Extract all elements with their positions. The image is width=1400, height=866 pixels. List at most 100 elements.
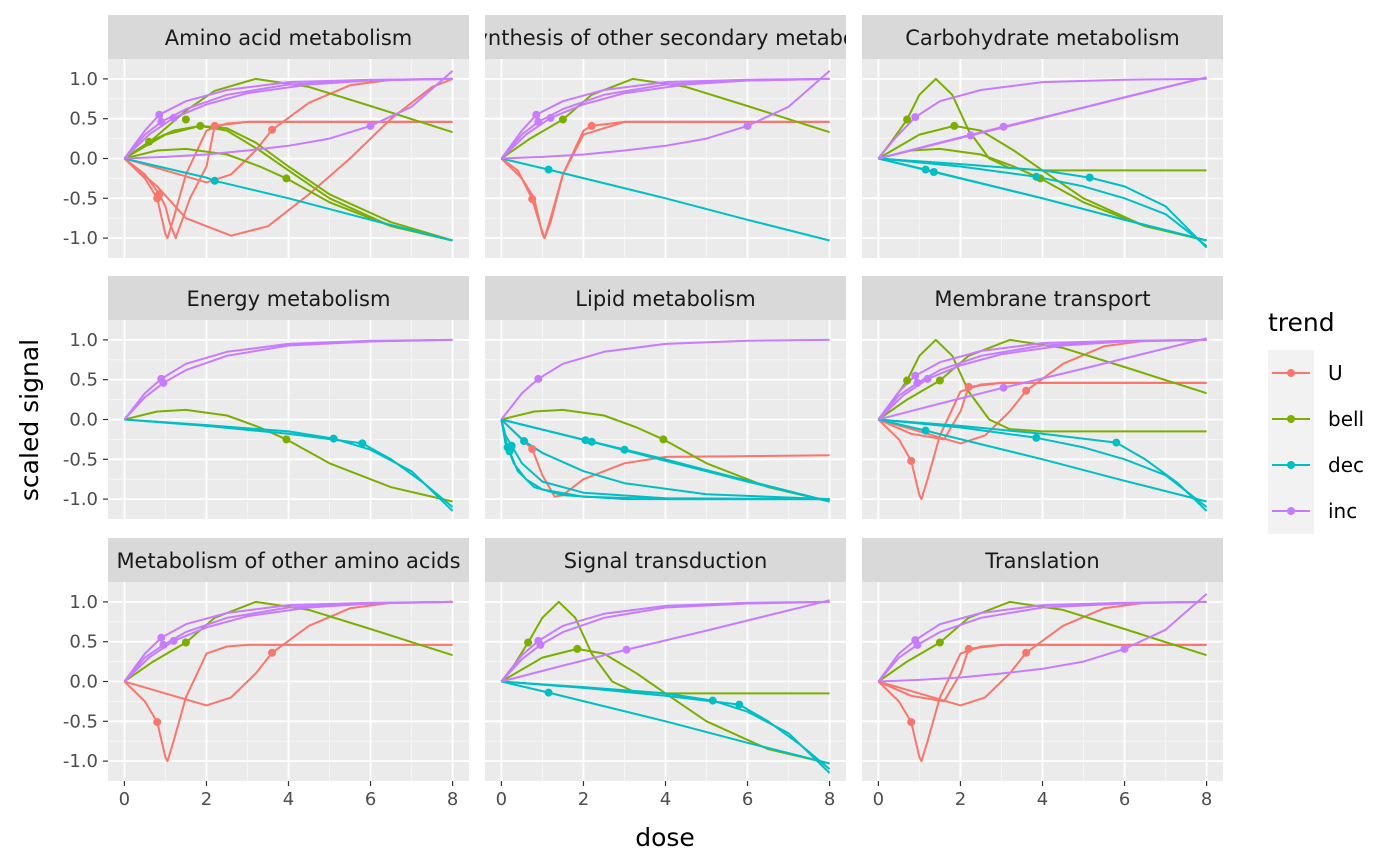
facet-panel: Biosynthesis of other secondary metaboli… [485, 15, 846, 258]
series-line-bell [124, 147, 453, 242]
series-point-dec [520, 437, 528, 445]
series-group [123, 70, 454, 242]
y-tick-label: 1.0 [69, 330, 98, 351]
series-line-dec [501, 418, 830, 503]
legend-key-point [1287, 415, 1295, 423]
facet-strip [485, 538, 846, 582]
series-point-inc [534, 117, 543, 126]
series-line-U [500, 120, 830, 240]
y-tick-label: 0.0 [69, 672, 98, 693]
x-tick-label: 2 [201, 789, 212, 810]
x-tick-label: 2 [578, 789, 589, 810]
series-point-dec [1085, 173, 1094, 182]
series-point-bell [558, 115, 567, 124]
series-line-bell [123, 77, 453, 160]
series-point-inc [913, 378, 922, 387]
x-tick-label: 0 [119, 789, 130, 810]
series-point-bell [282, 174, 291, 183]
series-point-inc [546, 113, 555, 122]
facet-panel: Translation 0 2 4 6 8 [862, 538, 1223, 810]
facet-panel: Amino acid metabolism 1.0 0.5 0.0 -0.5 -1.0 [63, 15, 469, 258]
series-line-inc [500, 600, 830, 683]
y-tick-label: -1.0 [63, 751, 98, 772]
series-line-U [123, 643, 453, 763]
y-tick-label: 0.0 [69, 149, 98, 170]
series-point-dec [929, 168, 938, 176]
series-line-U [878, 643, 1207, 703]
y-tick-label: 0.5 [69, 109, 98, 130]
series-group [877, 593, 1208, 763]
series-group [877, 337, 1208, 512]
series-point-inc [911, 371, 920, 380]
series-point-inc [157, 633, 166, 642]
x-tick-label: 4 [283, 789, 294, 810]
x-tick-label: 6 [365, 789, 376, 810]
series-line-U [123, 120, 453, 240]
facet-strip [485, 15, 846, 59]
x-tick-label: 8 [1201, 789, 1212, 810]
series-line-bell [124, 408, 453, 503]
y-tick-label: 0.0 [69, 410, 98, 431]
series-line-bell [500, 77, 830, 160]
series-point-U [210, 121, 219, 130]
series-line-dec [878, 157, 1208, 247]
series-group [877, 76, 1208, 249]
series-point-inc [923, 374, 932, 383]
series-line-inc [877, 338, 1207, 421]
x-tick-label: 4 [660, 789, 671, 810]
legend-key-point [1287, 369, 1295, 377]
series-point-inc [1120, 644, 1129, 653]
y-tick-label: 1.0 [69, 592, 98, 613]
facet-strip [108, 538, 469, 582]
facet-panel: Carbohydrate metabolism [862, 15, 1223, 258]
x-tick-label: 8 [824, 789, 835, 810]
facet-title: Carbohydrate metabolism [905, 26, 1179, 50]
series-point-inc [911, 113, 920, 122]
y-tick-label: 0.5 [69, 632, 98, 653]
series-point-inc [743, 121, 752, 130]
x-axis-title: dose [635, 823, 695, 852]
x-tick-label: 6 [742, 789, 753, 810]
series-line-bell [878, 147, 1207, 242]
series-line-U [124, 600, 453, 707]
series-point-U [528, 195, 537, 204]
series-point-inc [536, 640, 545, 649]
series-point-U [155, 190, 164, 199]
y-tick-label: -1.0 [63, 489, 98, 510]
series-point-bell [145, 137, 153, 146]
series-line-U [878, 381, 1207, 441]
series-line-inc [501, 70, 831, 160]
series-line-inc [500, 77, 830, 160]
series-point-inc [159, 378, 168, 387]
series-point-U [528, 445, 537, 453]
series-line-inc [500, 77, 830, 160]
facet-title: Signal transduction [564, 549, 768, 573]
series-line-dec [500, 418, 830, 501]
series-point-inc [966, 131, 975, 140]
x-tick-label: 6 [1119, 789, 1130, 810]
legend-label: dec [1328, 453, 1364, 477]
series-point-inc [159, 640, 168, 649]
series-line-dec [501, 157, 830, 242]
y-tick-label: -1.0 [63, 228, 98, 249]
series-line-dec [500, 419, 830, 501]
series-line-inc [877, 600, 1207, 683]
series-point-dec [581, 436, 590, 445]
series-point-dec [544, 688, 553, 697]
series-line-inc [877, 600, 1207, 683]
series-point-U [1022, 386, 1031, 395]
series-line-U [878, 338, 1207, 445]
series-group [123, 338, 454, 512]
series-line-bell [877, 124, 1207, 242]
legend-label: inc [1328, 499, 1357, 523]
facet-strip [485, 276, 846, 320]
series-line-dec [124, 157, 453, 242]
series-point-U [907, 456, 916, 465]
series-point-U [907, 718, 916, 727]
series-point-dec [1112, 438, 1121, 447]
y-tick-label: -0.5 [63, 188, 98, 209]
series-line-U [878, 600, 1207, 707]
series-point-bell [903, 376, 912, 385]
facet-title: Membrane transport [934, 287, 1150, 311]
series-line-dec [501, 680, 830, 765]
